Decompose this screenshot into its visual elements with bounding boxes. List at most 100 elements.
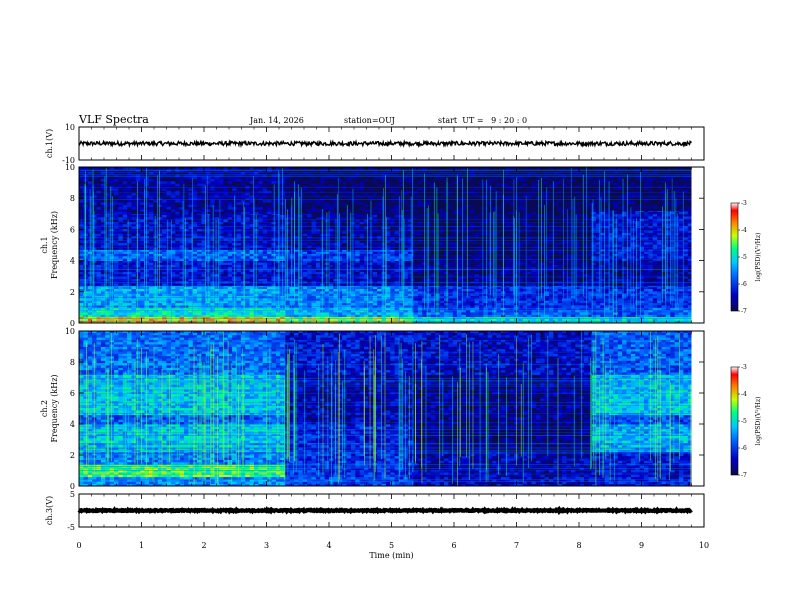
spectrogram-cell [184,271,189,275]
spectrogram-cell [337,211,343,215]
spectrogram-cell [210,195,216,198]
spectrogram-cell [337,288,343,292]
spectrogram-cell [342,238,347,241]
spectrogram-cell [350,307,356,311]
spectrogram-cell [153,238,159,241]
spectrogram-cell [368,307,374,311]
spectrogram-cell [162,185,167,189]
spectrogram-cell [201,255,207,259]
spectrogram-cell [122,167,128,170]
spectrogram-cell [140,286,146,289]
spectrogram-cell [219,318,224,321]
spectrogram-cell [210,264,216,268]
spectrogram-cell [372,314,378,318]
spectrogram-cell [79,240,84,243]
spectrogram-cell [403,221,409,225]
spectrogram-cell [227,192,233,196]
spectrogram-cell [240,192,246,196]
spectrogram-cell [79,219,84,222]
spectrogram-cell [285,307,291,311]
spectrogram-cell [240,183,246,187]
spectrogram-cell [188,197,194,201]
spectrogram-cell [188,209,194,212]
spectrogram-cell [127,228,132,232]
spectrogram-cell [149,183,154,187]
spectrogram-cell [214,211,220,215]
spectrogram-cell [311,302,317,306]
spectrogram-cell [359,253,365,257]
spectrogram-cell [175,249,181,252]
spectrogram-cell [294,209,299,212]
spectrogram-cell [298,223,304,227]
spectrogram-cell [267,286,272,289]
spectrogram-cell [329,295,334,299]
spectrogram-cell [298,233,304,236]
spectrogram-cell [337,214,343,218]
spectrogram-cell [179,219,185,222]
spectrogram-cell [307,245,312,248]
spectrogram-cell [184,260,189,263]
spectrogram-cell [214,305,220,308]
spectrogram-cell [179,199,185,203]
spectrogram-cell [109,318,115,321]
spectrogram-cell [412,216,414,220]
spectrogram-cell [210,204,216,208]
spectrogram-cell [377,316,382,319]
spectrogram-cell [329,211,334,215]
spectrogram-cell [201,314,207,318]
spectrogram-cell [205,181,211,184]
spectrogram-cell [188,251,194,254]
spectrogram-cell [289,295,295,299]
spectrogram-cell [79,238,84,241]
spectrogram-cell [385,298,391,301]
spectrogram-cell [144,176,150,180]
spectrogram-cell [337,233,343,236]
spectrogram-cell [201,171,207,175]
spectrogram-cell [285,269,291,272]
spectrogram-cell [188,249,194,252]
spectrogram-cell [157,253,163,257]
spectrogram-cell [258,202,264,205]
spectrogram-cell [364,309,369,313]
spectrogram-cell [105,181,111,184]
spectrogram-cell [298,219,304,222]
spectrogram-cell [96,264,102,268]
spectrogram-cell [109,309,115,313]
spectrogram-cell [144,167,150,170]
spectrogram-cell [315,223,321,227]
spectrogram-cell [385,253,391,257]
spectrogram-cell [377,312,382,315]
spectrogram-cell [157,213,163,215]
spectrogram-cell [307,214,312,218]
spectrogram-cell [227,178,233,182]
spectrogram-cell [87,316,93,319]
spectrogram-cell [153,295,159,299]
spectrogram-cell [267,288,272,292]
spectrogram-cell [223,283,229,286]
spectrogram-cell [114,314,119,318]
spectrogram-cell [412,255,414,259]
spectrogram-cell [114,283,119,286]
spectrogram-cell [407,242,413,246]
spectrogram-cell [232,185,237,189]
spectrogram-cell [223,171,229,175]
spectrogram-cell [271,171,277,175]
spectrogram-cell [294,318,299,321]
spectrogram-cell [329,226,334,229]
spectrogram-cell [342,258,347,261]
spectrogram-cell [192,247,198,250]
spectrogram-cell [135,291,141,294]
spectrogram-cell [96,231,102,234]
spectrogram-cell [223,302,229,306]
spectrogram-cell [307,209,312,212]
spectrogram-cell [262,251,268,254]
spectrogram-cell [267,255,272,259]
spectrogram-cell [377,307,382,311]
spectrogram-cell [109,288,115,292]
spectrogram-cell [96,271,102,275]
spectrogram-cell [407,211,413,215]
spectrogram-cell [188,316,194,319]
spectrogram-cell [294,305,299,308]
spectrogram-cell [377,235,382,239]
spectrogram-cell [271,312,277,315]
